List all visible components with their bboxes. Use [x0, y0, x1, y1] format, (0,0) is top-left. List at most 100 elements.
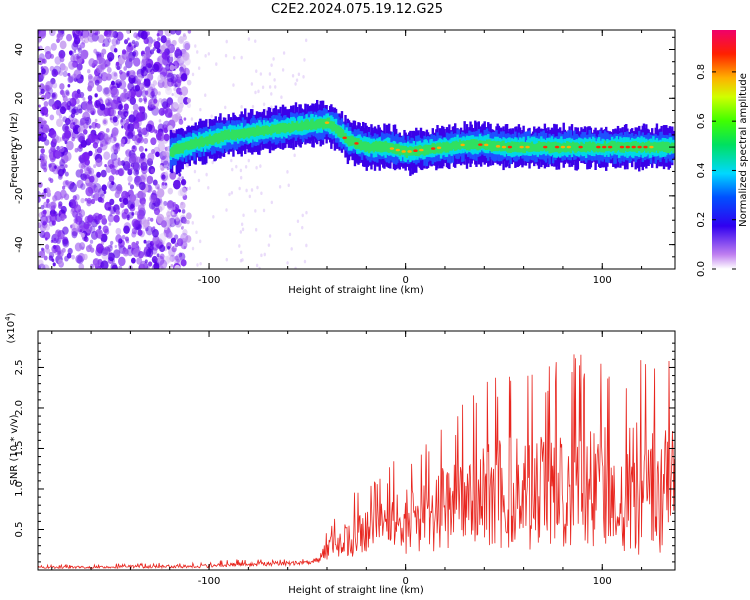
noise-blob — [67, 72, 71, 77]
noise-blob — [158, 107, 165, 116]
noise-blob — [97, 266, 102, 269]
noise-blob — [111, 129, 118, 139]
ridge-peak — [484, 143, 489, 147]
noise-blob — [180, 73, 188, 82]
noise-blob — [109, 99, 113, 104]
noise-blob — [54, 56, 62, 65]
noise-blob — [161, 174, 166, 180]
noise-blob — [96, 123, 101, 129]
noise-blob — [40, 215, 49, 226]
noise-blob — [204, 93, 207, 98]
noise-blob — [127, 37, 130, 41]
noise-blob — [254, 227, 258, 232]
noise-blob — [121, 49, 127, 55]
snr-x-label: Height of straight line (km) — [288, 585, 424, 596]
noise-blob — [50, 42, 57, 51]
noise-blob — [54, 150, 61, 159]
noise-blob — [297, 72, 301, 77]
noise-blob — [148, 261, 153, 267]
noise-blob — [80, 232, 85, 238]
colorbar-tick-label: 0.2 — [696, 212, 707, 228]
noise-blob — [115, 39, 121, 45]
noise-blob — [47, 189, 51, 194]
noise-blob — [89, 175, 95, 183]
noise-blob — [186, 212, 192, 220]
noise-blob — [163, 127, 169, 134]
noise-blob — [173, 101, 179, 109]
noise-blob — [82, 253, 88, 261]
noise-blob — [120, 119, 124, 123]
noise-blob — [117, 211, 121, 216]
noise-blob — [99, 140, 108, 151]
chart-title: C2E2.2024.075.19.12.G25 — [271, 2, 443, 17]
noise-blob — [81, 152, 89, 162]
colorbar-tick-label: 0.0 — [696, 261, 707, 277]
noise-blob — [81, 30, 90, 39]
noise-blob — [109, 136, 112, 140]
ridge-peak — [436, 146, 442, 150]
noise-blob — [64, 255, 69, 262]
noise-blob — [278, 184, 282, 189]
noise-blob — [96, 51, 102, 59]
snr-y-label: SNR (10 * v/v) — [9, 414, 20, 485]
noise-blob — [93, 235, 97, 239]
noise-blob — [113, 72, 118, 77]
noise-blob — [143, 78, 151, 87]
noise-blob — [161, 181, 165, 186]
noise-blob — [248, 194, 252, 199]
noise-blob — [139, 196, 146, 205]
noise-blob — [182, 218, 188, 225]
noise-blob — [186, 102, 192, 109]
noise-blob — [127, 175, 133, 183]
noise-blob — [230, 158, 233, 163]
noise-blob — [79, 74, 84, 80]
noise-blob — [44, 224, 51, 231]
noise-blob — [205, 172, 208, 177]
noise-blob — [91, 218, 98, 228]
noise-blob — [166, 254, 173, 263]
noise-blob — [63, 151, 72, 162]
noise-blob — [161, 51, 168, 60]
noise-blob — [62, 185, 66, 190]
noise-blob — [115, 249, 120, 255]
noise-blob — [131, 218, 139, 228]
noise-blob — [66, 140, 74, 151]
noise-blob — [112, 116, 118, 123]
noise-blob — [49, 129, 57, 139]
noise-blob — [235, 164, 238, 169]
noise-blob — [108, 222, 112, 226]
noise-blob — [128, 182, 131, 186]
noise-blob — [163, 133, 170, 142]
noise-blob — [270, 92, 273, 96]
svg-text:(x104): (x104) — [4, 312, 17, 343]
noise-blob — [71, 61, 77, 68]
noise-blob — [150, 168, 155, 174]
noise-blob — [71, 136, 75, 142]
noise-blob — [63, 193, 70, 201]
noise-blob — [48, 153, 54, 159]
noise-blob — [111, 258, 116, 263]
noise-blob — [141, 69, 145, 74]
ridge-peak — [625, 145, 631, 149]
x-tick-label: -100 — [198, 275, 221, 286]
noise-blob — [158, 119, 162, 123]
noise-blob — [119, 201, 125, 209]
noise-blob — [286, 170, 289, 174]
noise-blob — [110, 145, 117, 154]
noise-blob — [151, 148, 156, 154]
noise-blob — [87, 133, 96, 144]
noise-blob — [105, 101, 113, 110]
noise-blob — [65, 91, 70, 97]
noise-blob — [138, 136, 144, 144]
ridge-peak — [354, 142, 359, 145]
noise-blob — [113, 48, 118, 53]
noise-blob — [79, 36, 84, 42]
noise-blob — [87, 214, 94, 223]
noise-blob — [104, 228, 110, 235]
noise-blob — [105, 73, 112, 81]
noise-blob — [153, 262, 160, 269]
noise-blob — [191, 221, 194, 225]
noise-blob — [155, 132, 163, 141]
noise-blob — [38, 30, 41, 35]
noise-blob — [262, 102, 266, 107]
